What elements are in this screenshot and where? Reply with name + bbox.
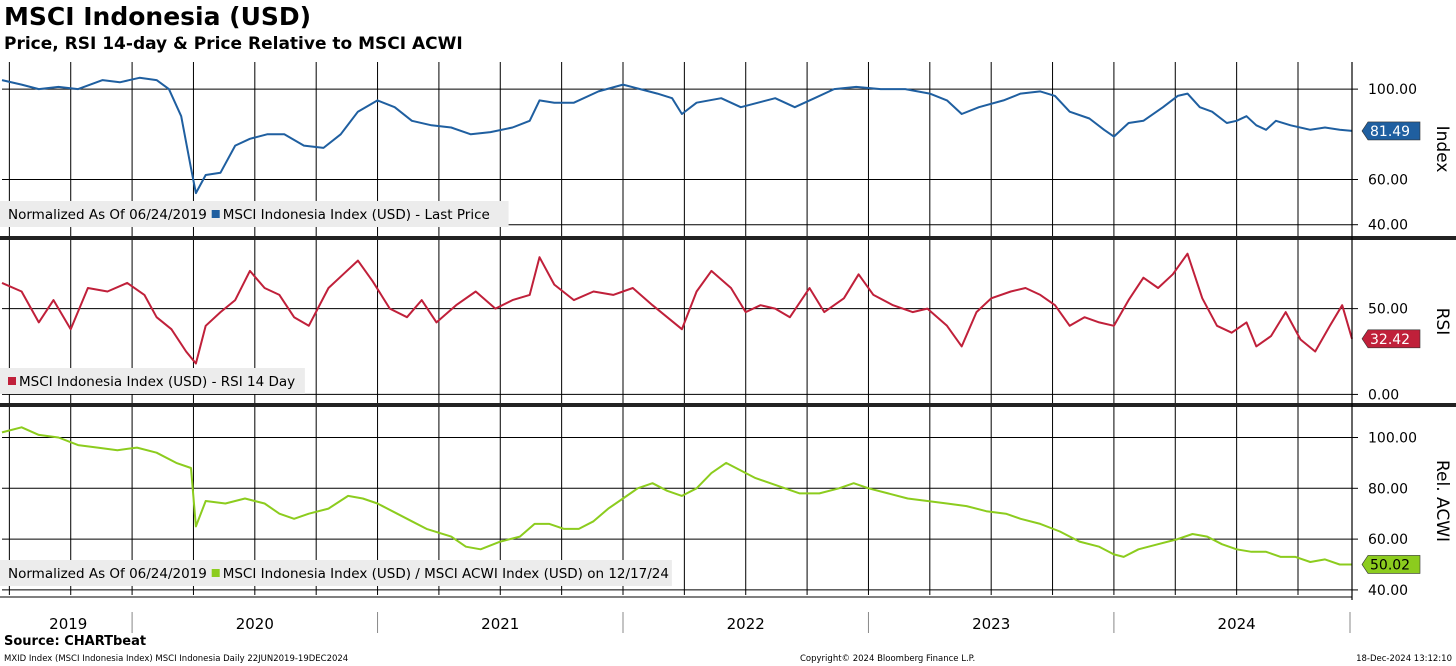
chart-title: MSCI Indonesia (USD) xyxy=(4,2,312,31)
y-tick-label: 100.00 xyxy=(1368,82,1417,98)
legend-swatch xyxy=(211,210,220,218)
y-tick-label: 60.00 xyxy=(1368,532,1408,548)
last-value-tag xyxy=(1361,329,1421,349)
legend-box xyxy=(0,560,672,586)
legend-box xyxy=(0,201,509,227)
y-tick-label: 40.00 xyxy=(1368,218,1408,234)
x-tick-label-year: 2021 xyxy=(481,615,519,633)
last-value-label: 32.42 xyxy=(1370,332,1410,348)
y-tick-label: 80.00 xyxy=(1368,481,1408,497)
last-value-tag xyxy=(1361,555,1421,574)
y-tick-label: 40.00 xyxy=(1368,583,1408,599)
axis-label: Index xyxy=(1432,126,1452,173)
source-note: Source: CHARTbeat xyxy=(4,634,147,649)
last-value-tag xyxy=(1361,121,1421,141)
footer-copyright: Copyright© 2024 Bloomberg Finance L.P. xyxy=(800,654,976,664)
series-line-0 xyxy=(1,76,1353,195)
legend-label: MSCI Indonesia Index (USD) / MSCI ACWI I… xyxy=(223,566,669,582)
x-tick-label-year: 2023 xyxy=(972,615,1010,633)
axis-label: RSI xyxy=(1432,308,1452,336)
chart-subtitle: Price, RSI 14-day & Price Relative to MS… xyxy=(4,34,463,54)
legend-label: MSCI Indonesia Index (USD) - RSI 14 Day xyxy=(19,374,295,390)
x-tick-label-year: 2022 xyxy=(727,615,765,633)
series-line-1 xyxy=(1,252,1353,365)
last-value-label: 50.02 xyxy=(1370,557,1410,573)
legend-prefix: Normalized As Of 06/24/2019 xyxy=(8,207,207,223)
y-tick-label: 50.00 xyxy=(1368,302,1408,318)
footer-timestamp: 18-Dec-2024 13:12:10 xyxy=(1356,654,1452,664)
legend-prefix: Normalized As Of 06/24/2019 xyxy=(8,566,207,582)
legend-box xyxy=(0,368,305,394)
footer-security-info: MXID Index (MSCI Indonesia Index) MSCI I… xyxy=(4,654,349,664)
y-tick-label: 0.00 xyxy=(1368,387,1399,403)
x-tick-label-year: 2019 xyxy=(49,615,87,633)
y-tick-label: 100.00 xyxy=(1368,430,1417,446)
legend-label: MSCI Indonesia Index (USD) - Last Price xyxy=(223,207,490,223)
x-tick-label-year: 2020 xyxy=(236,615,274,633)
last-value-label: 81.49 xyxy=(1370,124,1410,140)
legend-swatch xyxy=(211,569,220,577)
axis-label: Rel. ACWI xyxy=(1432,460,1452,542)
legend-swatch xyxy=(8,377,16,385)
y-tick-label: 60.00 xyxy=(1368,173,1408,189)
series-line-2 xyxy=(1,426,1352,566)
x-tick-label-year: 2024 xyxy=(1218,615,1256,633)
